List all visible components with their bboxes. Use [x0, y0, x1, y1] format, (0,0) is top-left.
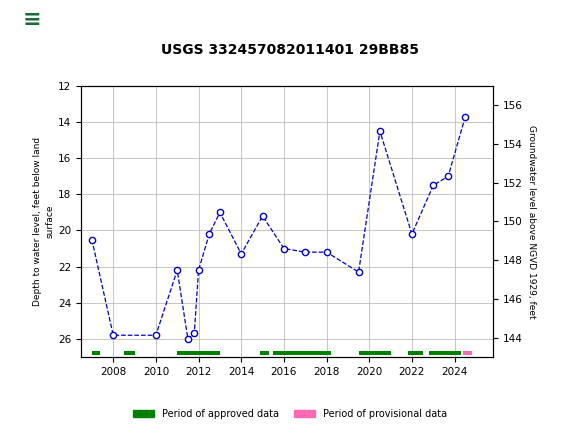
FancyBboxPatch shape [6, 4, 58, 37]
Text: ≡: ≡ [23, 10, 41, 31]
Bar [177, 351, 220, 355]
Bar [408, 351, 423, 355]
Text: USGS: USGS [75, 13, 122, 28]
Legend: Period of approved data, Period of provisional data: Period of approved data, Period of provi… [129, 405, 451, 423]
Y-axis label: Groundwater level above NGVD 1929, feet: Groundwater level above NGVD 1929, feet [527, 125, 536, 318]
Bar [358, 351, 390, 355]
Text: USGS 332457082011401 29BB85: USGS 332457082011401 29BB85 [161, 43, 419, 57]
Bar [92, 351, 100, 355]
Bar [124, 351, 135, 355]
Y-axis label: Depth to water level, feet below land
surface: Depth to water level, feet below land su… [33, 137, 54, 306]
Bar [463, 351, 472, 355]
Bar [260, 351, 269, 355]
Bar [429, 351, 461, 355]
Bar [273, 351, 331, 355]
